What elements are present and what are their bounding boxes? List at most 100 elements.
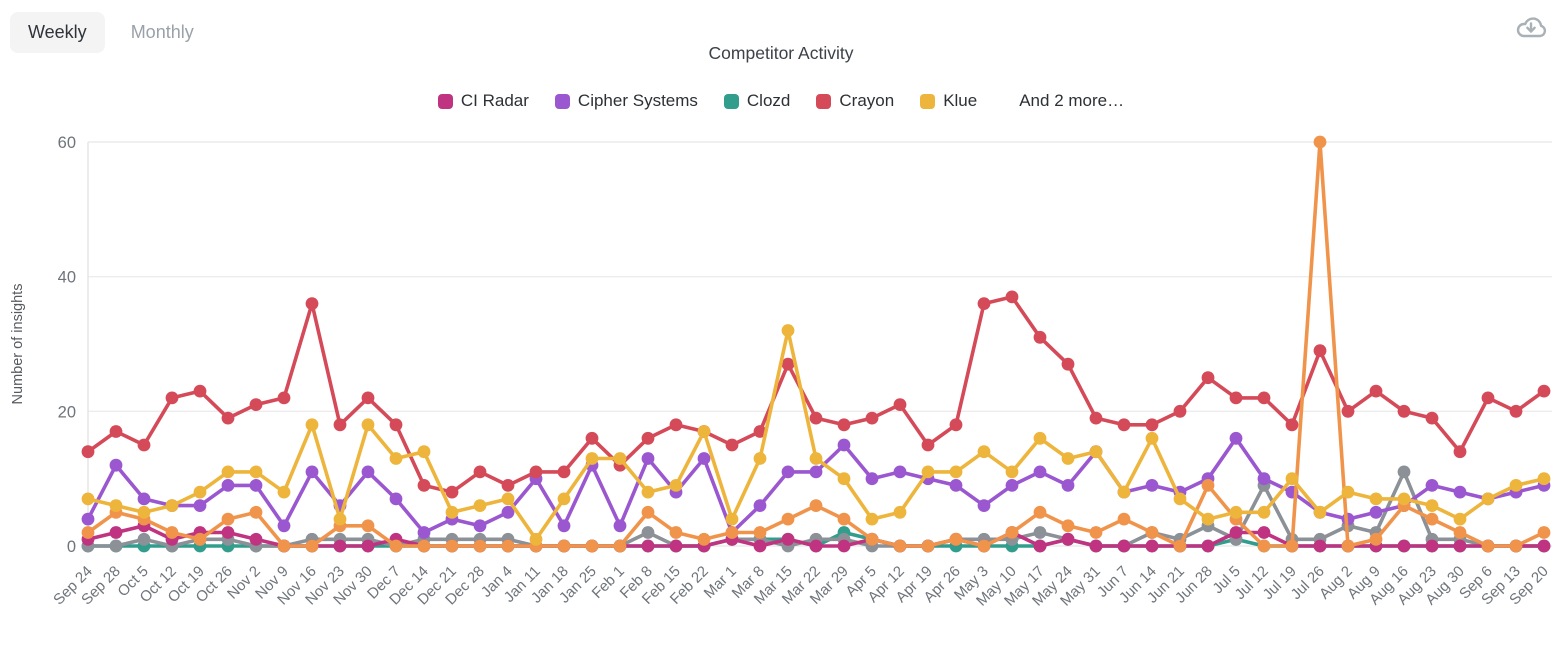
data-point-hidden-series-1[interactable] — [1117, 512, 1131, 526]
data-point-hidden-series-2[interactable] — [1033, 526, 1047, 539]
data-point-ci-radar[interactable] — [333, 539, 347, 553]
data-point-ci-radar[interactable] — [1145, 539, 1159, 553]
data-point-klue[interactable] — [1341, 485, 1355, 499]
data-point-klue[interactable] — [473, 499, 487, 512]
data-point-crayon[interactable] — [725, 438, 739, 452]
data-point-klue[interactable] — [1033, 431, 1047, 445]
data-point-crayon[interactable] — [977, 297, 991, 310]
data-point-crayon[interactable] — [557, 465, 571, 479]
data-point-klue[interactable] — [277, 485, 291, 499]
data-point-klue[interactable] — [445, 505, 459, 519]
tab-monthly[interactable]: Monthly — [130, 22, 194, 42]
data-point-cipher-systems[interactable] — [1145, 479, 1159, 492]
data-point-hidden-series-1[interactable] — [585, 539, 599, 553]
data-point-klue[interactable] — [557, 492, 571, 506]
data-point-cipher-systems[interactable] — [1425, 479, 1439, 492]
data-point-klue[interactable] — [333, 512, 347, 526]
data-point-crayon[interactable] — [1481, 391, 1495, 405]
data-point-ci-radar[interactable] — [1257, 526, 1271, 539]
data-point-klue[interactable] — [1509, 479, 1523, 492]
data-point-cipher-systems[interactable] — [1257, 472, 1271, 486]
legend-more-label[interactable]: And 2 more… — [1019, 91, 1125, 110]
data-point-hidden-series-1[interactable] — [1201, 479, 1215, 492]
data-point-klue[interactable] — [1285, 472, 1299, 486]
data-point-cipher-systems[interactable] — [893, 465, 907, 479]
data-point-ci-radar[interactable] — [249, 532, 263, 546]
data-point-crayon[interactable] — [1509, 404, 1523, 418]
data-point-hidden-series-1[interactable] — [473, 539, 487, 553]
data-point-hidden-series-1[interactable] — [1257, 539, 1271, 553]
data-point-klue[interactable] — [1201, 512, 1215, 526]
data-point-hidden-series-1[interactable] — [725, 526, 739, 539]
data-point-klue[interactable] — [781, 324, 795, 337]
data-point-klue[interactable] — [137, 505, 151, 519]
data-point-crayon[interactable] — [781, 357, 795, 371]
data-point-crayon[interactable] — [333, 418, 347, 432]
data-point-klue[interactable] — [193, 485, 207, 499]
data-point-klue[interactable] — [305, 418, 319, 432]
data-point-klue[interactable] — [221, 465, 235, 479]
data-point-klue[interactable] — [1425, 499, 1439, 512]
data-point-crayon[interactable] — [641, 431, 655, 445]
data-point-cipher-systems[interactable] — [837, 438, 851, 452]
data-point-hidden-series-1[interactable] — [641, 505, 655, 519]
data-point-crayon[interactable] — [109, 425, 123, 438]
data-point-hidden-series-1[interactable] — [445, 539, 459, 553]
data-point-hidden-series-1[interactable] — [1453, 526, 1467, 539]
data-point-cipher-systems[interactable] — [1005, 479, 1019, 492]
data-point-crayon[interactable] — [893, 398, 907, 411]
data-point-hidden-series-1[interactable] — [753, 526, 767, 539]
data-point-hidden-series-1[interactable] — [1481, 539, 1495, 553]
data-point-hidden-series-1[interactable] — [81, 526, 95, 539]
data-point-crayon[interactable] — [1005, 290, 1019, 304]
data-point-crayon[interactable] — [1201, 371, 1215, 385]
data-point-klue[interactable] — [1005, 465, 1019, 479]
data-point-crayon[interactable] — [837, 418, 851, 432]
data-point-cipher-systems[interactable] — [501, 505, 515, 519]
data-point-hidden-series-1[interactable] — [417, 539, 431, 553]
data-point-cipher-systems[interactable] — [137, 492, 151, 506]
data-point-hidden-series-1[interactable] — [893, 539, 907, 553]
data-point-crayon[interactable] — [1313, 344, 1327, 358]
data-point-crayon[interactable] — [865, 411, 879, 425]
data-point-klue[interactable] — [837, 472, 851, 486]
data-point-ci-radar[interactable] — [1537, 539, 1551, 553]
data-point-klue[interactable] — [1089, 445, 1103, 459]
data-point-hidden-series-1[interactable] — [221, 512, 235, 526]
data-point-cipher-systems[interactable] — [109, 458, 123, 472]
data-point-klue[interactable] — [949, 465, 963, 479]
data-point-crayon[interactable] — [1145, 418, 1159, 432]
data-point-cipher-systems[interactable] — [1061, 479, 1075, 492]
data-point-crayon[interactable] — [1033, 330, 1047, 344]
data-point-hidden-series-1[interactable] — [1313, 135, 1327, 149]
data-point-cipher-systems[interactable] — [1369, 505, 1383, 519]
data-point-hidden-series-1[interactable] — [921, 539, 935, 553]
data-point-hidden-series-1[interactable] — [389, 539, 403, 553]
data-point-hidden-series-1[interactable] — [977, 539, 991, 553]
data-point-crayon[interactable] — [81, 445, 95, 459]
data-point-hidden-series-2[interactable] — [1397, 465, 1411, 479]
data-point-hidden-series-1[interactable] — [1005, 526, 1019, 539]
data-point-crayon[interactable] — [809, 411, 823, 425]
data-point-hidden-series-1[interactable] — [1173, 539, 1187, 553]
data-point-hidden-series-1[interactable] — [501, 539, 515, 553]
data-point-cipher-systems[interactable] — [1033, 465, 1047, 479]
data-point-hidden-series-1[interactable] — [837, 512, 851, 526]
data-point-cipher-systems[interactable] — [697, 452, 711, 465]
data-point-klue[interactable] — [1257, 505, 1271, 519]
data-point-ci-radar[interactable] — [1229, 526, 1243, 539]
data-point-hidden-series-1[interactable] — [949, 532, 963, 546]
data-point-cipher-systems[interactable] — [613, 519, 627, 533]
data-point-ci-radar[interactable] — [1061, 532, 1075, 546]
data-point-crayon[interactable] — [669, 418, 683, 432]
data-point-klue[interactable] — [389, 452, 403, 465]
data-point-crayon[interactable] — [193, 384, 207, 398]
data-point-cipher-systems[interactable] — [277, 519, 291, 533]
data-point-klue[interactable] — [865, 512, 879, 526]
data-point-ci-radar[interactable] — [809, 539, 823, 553]
data-point-cipher-systems[interactable] — [473, 519, 487, 533]
data-point-crayon[interactable] — [1173, 404, 1187, 418]
data-point-crayon[interactable] — [417, 479, 431, 492]
data-point-klue[interactable] — [529, 532, 543, 546]
data-point-klue[interactable] — [1173, 492, 1187, 506]
